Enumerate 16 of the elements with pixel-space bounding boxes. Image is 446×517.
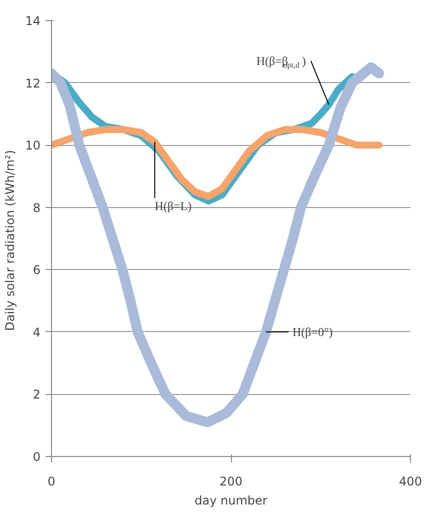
y-tick-label: 2 xyxy=(32,388,41,402)
series-label: H(β=0°) xyxy=(292,324,333,339)
x-tick-label: 200 xyxy=(220,474,242,488)
y-tick-label: 8 xyxy=(32,200,41,215)
y-tick-label: 12 xyxy=(25,76,41,90)
y-tick-label: 6 xyxy=(32,263,41,278)
x-tick-label: 0 xyxy=(48,474,56,488)
y-axis-title: Daily solar radiation (kWh/m²) xyxy=(3,150,18,331)
text: H(β=βopt,d) xyxy=(256,54,306,70)
y-tick-label: 14 xyxy=(25,14,41,28)
y-tick-label: 4 xyxy=(32,325,41,340)
y-tick-label: 10 xyxy=(25,138,41,153)
y-tick-label: 0 xyxy=(32,450,41,464)
x-axis-title: day number xyxy=(194,494,268,508)
x-tick-label: 400 xyxy=(399,474,422,488)
series-label: H(β=L) xyxy=(154,199,192,214)
